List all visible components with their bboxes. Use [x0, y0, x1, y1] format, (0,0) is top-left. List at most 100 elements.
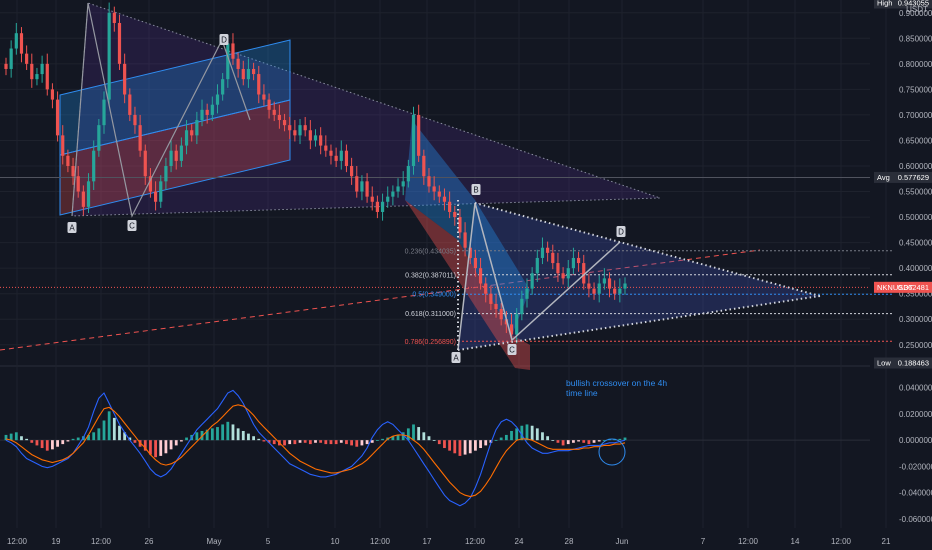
position-box-red [405, 200, 530, 370]
macd-histogram-bar [365, 440, 369, 445]
macd-histogram-bar [401, 432, 405, 441]
macd-histogram-bar [179, 440, 183, 442]
candle-body [448, 201, 452, 212]
price-tag-bg [874, 171, 932, 183]
price-axis[interactable]: 0.900000 0.850000 0.800000 0.750000 0.700000… [874, 0, 932, 524]
candle-body [453, 211, 457, 218]
macd-histogram-bar [484, 440, 488, 446]
macd-histogram-bar [4, 434, 8, 441]
fib-level-label: 0.5(0.349000) [412, 292, 456, 299]
candle-body [221, 79, 225, 95]
macd-histogram-bar [314, 440, 317, 443]
candle-body [81, 191, 85, 207]
price-tag-bg [874, 0, 932, 9]
triangle-upper-edge [474, 202, 821, 297]
macd-histogram-bar [102, 420, 106, 441]
time-axis[interactable]: 12:00 19 12:00 26 May 5 10 12:00 17 12:00 24 28 Jun 7… [7, 537, 891, 546]
candle-body [396, 186, 400, 192]
price-tick-label: 0.500000 [899, 213, 932, 222]
candle-body [546, 247, 550, 253]
candle-body [607, 278, 612, 289]
macd-histogram-bar [71, 438, 75, 441]
candle-body [25, 53, 29, 64]
candle-body [262, 94, 266, 100]
candle-body [458, 217, 462, 233]
candle-body [71, 166, 75, 177]
time-tick-label: May [206, 537, 221, 546]
candle-body [432, 186, 436, 192]
candle-body [45, 63, 49, 90]
price-tag-avg: Avg 0.577629 [874, 171, 932, 183]
candles [4, 2, 627, 344]
macd-histogram-bar [618, 438, 622, 441]
candle-body [35, 74, 39, 80]
pattern-point-label: D [618, 228, 624, 237]
macd-histogram-bar [360, 440, 364, 446]
pattern-point-label: C [509, 346, 515, 355]
annotation-text: time line [566, 388, 598, 398]
time-tick-label: 12:00 [7, 537, 28, 546]
macd-histogram-bar [174, 440, 178, 446]
macd-histogram-bar [422, 432, 426, 441]
macd-histogram-bar [479, 440, 482, 449]
price-tag-label: Low [877, 359, 891, 368]
macd-histogram-bar [345, 440, 348, 445]
triangle-pattern-small-fill [458, 203, 820, 350]
macd-histogram-bar [14, 432, 18, 441]
candle-body [169, 150, 173, 167]
macd-histogram-bar [118, 425, 121, 441]
macd-histogram-bar [40, 440, 44, 449]
candle-body [365, 181, 369, 197]
price-tag-label: Avg [877, 173, 890, 182]
candle-body [174, 150, 178, 161]
price-tick-label: 0.350000 [899, 290, 932, 299]
price-tag-bg [874, 357, 932, 369]
price-tick-label: 0.850000 [899, 34, 932, 43]
candle-body [19, 33, 24, 54]
macd-histogram-bar [350, 440, 354, 446]
candle-body [520, 298, 524, 315]
pattern-point-marker [127, 220, 137, 231]
macd-histogram-bar [61, 440, 65, 445]
candle-body [288, 125, 292, 131]
time-tick-label: 17 [423, 537, 432, 546]
candle-body [195, 120, 199, 136]
candle-body [592, 288, 596, 294]
time-tick-label: 12:00 [91, 537, 112, 546]
macd-histogram-bar [236, 428, 240, 441]
macd-histogram-bar [283, 440, 286, 446]
annotation-text: bullish crossover on the 4h [566, 378, 667, 388]
macd-histogram-bar [443, 440, 446, 449]
macd-histogram-bar [541, 432, 544, 441]
macd-histogram-bar [319, 440, 323, 443]
currency-label: USDT [906, 5, 928, 14]
candle-body [272, 109, 276, 115]
macd-histogram-bar [468, 440, 472, 454]
macd-histogram-bar [510, 430, 513, 441]
candle-body [350, 166, 354, 177]
macd-histogram-bar [566, 440, 570, 445]
candle-body [551, 252, 555, 264]
candle-body [334, 155, 338, 161]
macd-histogram-bar [97, 428, 101, 441]
macd-histogram-bar [339, 440, 343, 443]
macd-histogram-bar [205, 429, 209, 441]
candle-body [339, 150, 343, 161]
fib-level-label: 0.618(0.311000) [405, 311, 456, 318]
candle-body [473, 257, 478, 269]
price-tick-label: 0.400000 [899, 264, 932, 273]
candle-body [40, 63, 44, 75]
macd-histogram-bar [463, 440, 467, 455]
trend-line-red [0, 249, 761, 351]
candle-body [478, 268, 483, 284]
macd-histogram-bar [572, 440, 575, 443]
time-tick-label: 28 [565, 537, 574, 546]
macd-histogram-bar [412, 424, 415, 441]
candle-body [360, 181, 364, 192]
candle-body [613, 288, 617, 294]
macd-histogram-bar [437, 440, 441, 445]
macd-histogram-bar [308, 440, 312, 445]
